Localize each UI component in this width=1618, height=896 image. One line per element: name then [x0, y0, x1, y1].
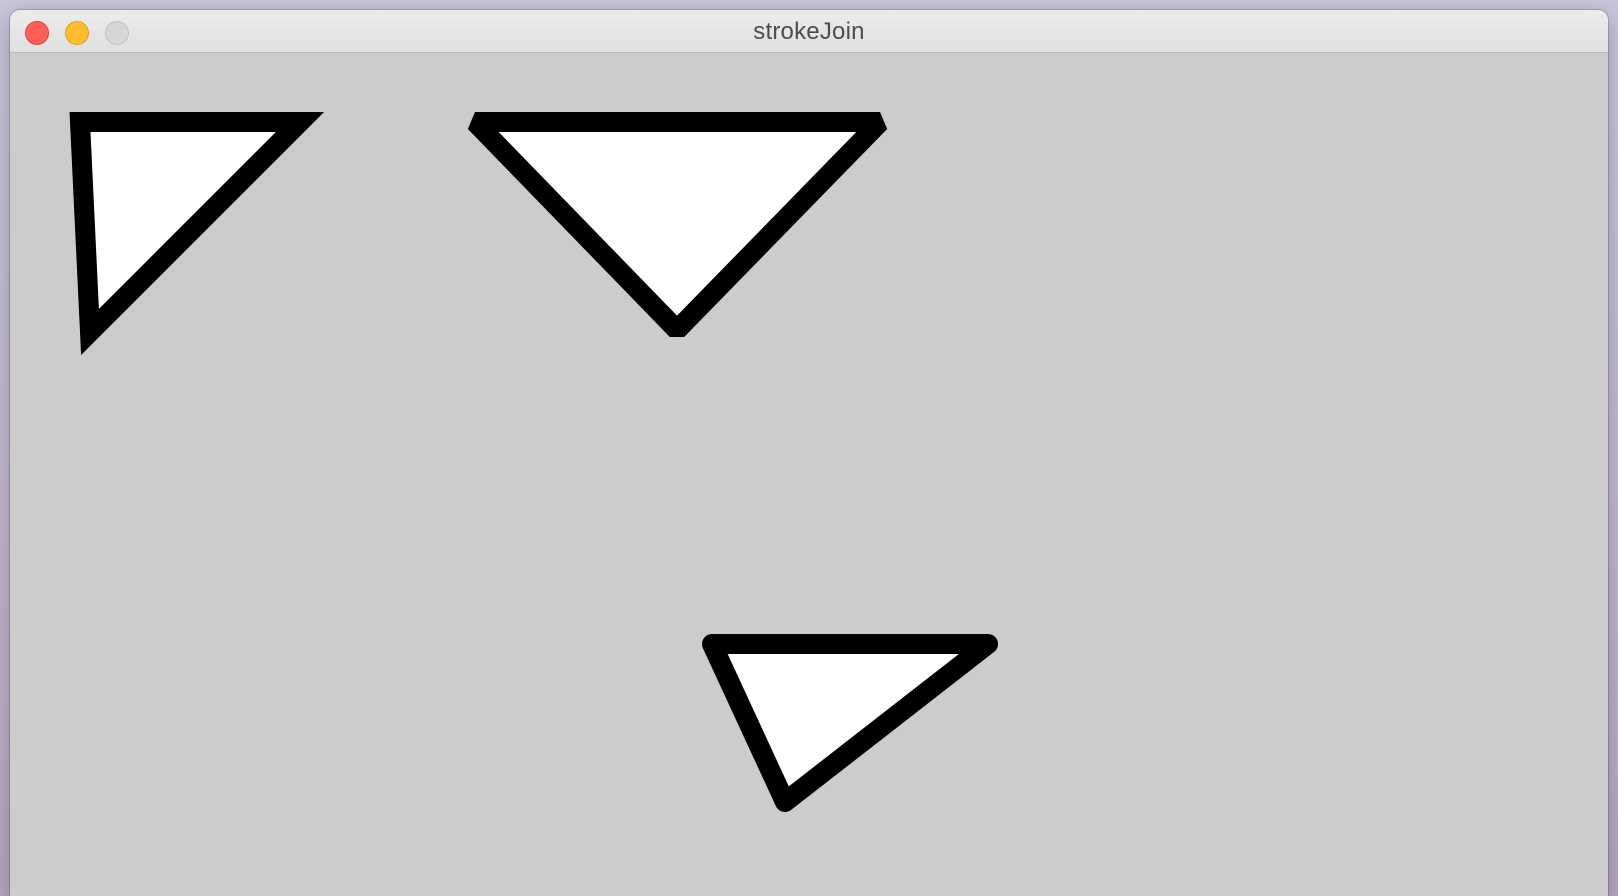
triangle-bevel-join — [467, 112, 888, 337]
close-window-button[interactable] — [25, 21, 49, 45]
window-title: strokeJoin — [753, 18, 865, 45]
triangle-miter-join — [69, 112, 325, 356]
zoom-window-button[interactable] — [105, 21, 129, 45]
minimize-window-button[interactable] — [65, 21, 89, 45]
sketch-canvas[interactable] — [10, 53, 1608, 896]
app-window: strokeJoin — [10, 10, 1608, 896]
title-bar[interactable]: strokeJoin — [10, 10, 1608, 53]
triangle-round-join — [702, 634, 998, 812]
sketch-drawing — [69, 112, 998, 812]
